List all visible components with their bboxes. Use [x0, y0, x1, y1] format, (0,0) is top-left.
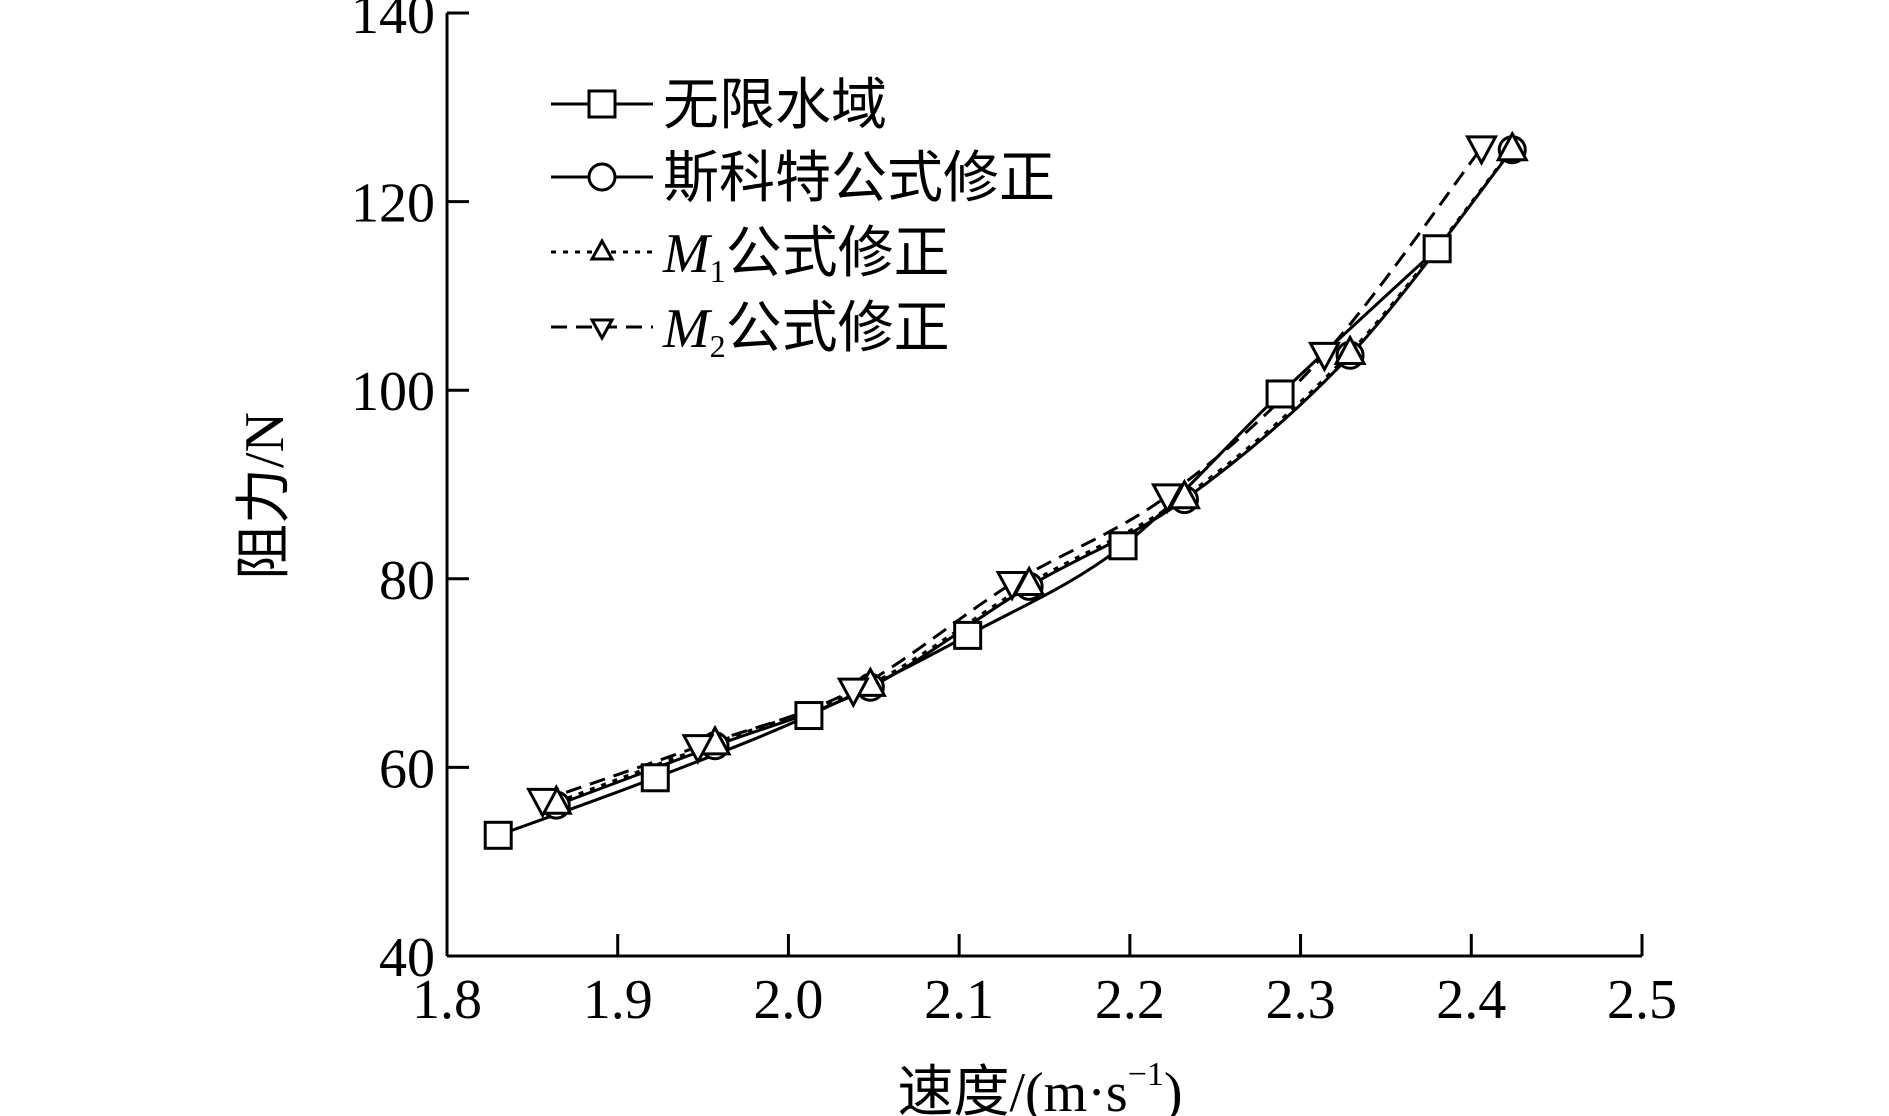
series-4-point	[681, 734, 715, 765]
series-4-point	[836, 677, 870, 709]
x-tick-label: 1.8	[412, 969, 482, 1031]
x-ticks: 1.8 1.9 2.0 2.1 2.2 2.3 2.4 2.5	[412, 934, 1677, 1031]
y-ticks: 40 60 80 100 120 140	[351, 0, 469, 989]
legend-label-prefix: M	[662, 223, 713, 285]
x-tick-label: 2.5	[1607, 969, 1677, 1031]
series-1-point	[794, 701, 824, 731]
y-axis-title: 阻力/N	[234, 412, 296, 580]
legend-marker-2	[587, 162, 617, 192]
series-line-4	[542, 146, 1483, 802]
legend-label-4: M2公式修正	[662, 298, 950, 364]
x-axis-title: 速度/(m·s−1)	[897, 1056, 1182, 1116]
series-3-point	[1495, 130, 1529, 162]
y-tick-label: 100	[351, 361, 435, 423]
legend-label-subscript: 1	[710, 253, 726, 289]
y-tick-label: 80	[379, 550, 435, 612]
legend-label-2: 斯科特公式修正	[663, 148, 1055, 210]
series-4-point	[1465, 135, 1499, 167]
y-tick-label: 60	[379, 738, 435, 800]
legend-marker-3	[589, 237, 615, 261]
series-3-point	[1333, 334, 1367, 365]
legend-label-prefix: M	[662, 298, 713, 360]
series-line-1	[497, 247, 1439, 837]
x-tick-label: 2.4	[1436, 969, 1506, 1031]
series-1-point	[483, 820, 513, 850]
x-axis-title-superscript: −1	[1128, 1056, 1164, 1093]
series-1-point	[953, 620, 983, 650]
series-1-point	[640, 763, 670, 793]
legend-label-text: 公式修正	[726, 298, 950, 360]
legend-label-subscript: 2	[710, 328, 726, 364]
legend-label-text: 公式修正	[726, 223, 950, 285]
series-4-point	[1307, 341, 1341, 373]
series-markers	[483, 130, 1529, 850]
x-tick-label: 2.2	[1095, 969, 1165, 1031]
x-tick-label: 2.0	[753, 969, 823, 1031]
legend-marker-4	[589, 318, 615, 342]
y-tick-label: 40	[379, 927, 435, 989]
series-1-point	[1108, 531, 1138, 561]
series-1-point	[1422, 234, 1452, 264]
x-tick-label: 2.1	[924, 969, 994, 1031]
x-tick-label: 2.3	[1266, 969, 1336, 1031]
series-4-point	[995, 571, 1029, 602]
x-axis-title-close: )	[1164, 1062, 1183, 1116]
series-1-point	[1265, 379, 1295, 409]
series-4-point	[1150, 483, 1184, 514]
x-axis-title-main: 速度/(m·s	[897, 1062, 1127, 1116]
axes	[445, 13, 1642, 958]
series-4-point	[526, 787, 560, 819]
y-tick-label: 120	[351, 173, 435, 235]
legend-label-1: 无限水域	[663, 75, 887, 137]
x-tick-label: 1.9	[583, 969, 653, 1031]
legend-marker-1	[587, 89, 617, 119]
legend-label-3: M1公式修正	[662, 223, 950, 289]
y-tick-label: 140	[351, 0, 435, 46]
